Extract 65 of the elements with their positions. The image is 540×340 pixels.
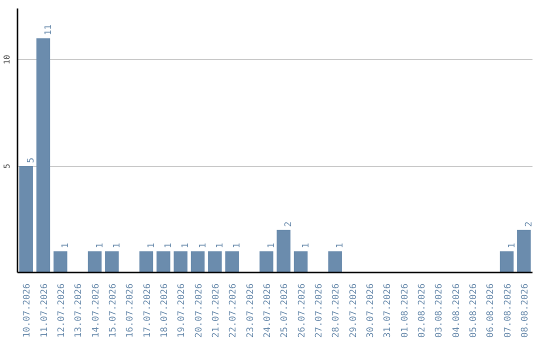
data-label: 1 xyxy=(112,242,122,248)
x-tick-label: 27.07.2026 xyxy=(314,283,324,338)
data-label: 1 xyxy=(95,242,106,248)
data-label: 1 xyxy=(215,242,226,248)
x-tick-label: 24.07.2026 xyxy=(262,283,273,338)
bar xyxy=(54,251,68,272)
data-label: 1 xyxy=(198,242,208,248)
x-tick-label: 16.07.2026 xyxy=(126,283,136,338)
y-tick-label: 10 xyxy=(2,54,12,64)
x-tick-label: 10.07.2026 xyxy=(22,283,33,338)
x-tick-label: 03.08.2026 xyxy=(434,283,445,338)
data-label: 1 xyxy=(181,242,192,248)
x-tick-label: 07.08.2026 xyxy=(503,283,514,338)
x-tick-label: 12.07.2026 xyxy=(56,283,67,338)
data-label: 5 xyxy=(26,158,37,164)
x-tick-label: 19.07.2026 xyxy=(177,283,188,338)
x-tick-label: 29.07.2026 xyxy=(348,283,359,338)
x-tick-label: 05.08.2026 xyxy=(468,283,479,338)
x-tick-label: 31.07.2026 xyxy=(383,283,394,338)
bar xyxy=(517,230,531,272)
x-tick-label: 23.07.2026 xyxy=(246,283,256,338)
x-tick-label: 13.07.2026 xyxy=(74,283,84,338)
x-tick-label: 01.08.2026 xyxy=(400,283,410,338)
x-tick-label: 06.08.2026 xyxy=(486,283,496,338)
x-tick-label: 25.07.2026 xyxy=(280,283,290,338)
bar xyxy=(225,251,239,272)
bar xyxy=(276,230,290,272)
x-tick-label: 02.08.2026 xyxy=(417,283,428,338)
data-label: 1 xyxy=(60,242,71,248)
x-tick-label: 26.07.2026 xyxy=(297,283,308,338)
x-tick-label: 04.08.2026 xyxy=(452,283,462,338)
data-label: 11 xyxy=(44,24,54,36)
data-label: 1 xyxy=(301,242,312,248)
bar xyxy=(328,251,342,272)
data-label: 1 xyxy=(336,242,346,248)
x-tick-label: 22.07.2026 xyxy=(228,283,239,338)
x-tick-label: 17.07.2026 xyxy=(142,283,153,338)
x-tick-label: 14.07.2026 xyxy=(91,283,102,338)
bar xyxy=(88,251,102,272)
bar xyxy=(19,166,33,272)
bar xyxy=(174,251,188,272)
data-label: 1 xyxy=(266,242,277,248)
x-tick-label: 15.07.2026 xyxy=(108,283,118,338)
bar xyxy=(105,251,119,272)
x-tick-label: 30.07.2026 xyxy=(366,283,376,338)
bar xyxy=(260,251,274,272)
data-label: 2 xyxy=(524,221,534,227)
x-tick-label: 08.08.2026 xyxy=(520,283,530,338)
x-tick-label: 21.07.2026 xyxy=(211,283,222,338)
bar xyxy=(208,251,222,272)
data-label: 1 xyxy=(232,242,243,248)
bar xyxy=(36,38,50,272)
bar xyxy=(156,251,170,272)
bar xyxy=(139,251,154,272)
x-tick-label: 20.07.2026 xyxy=(194,283,204,338)
data-label: 1 xyxy=(146,242,157,248)
bar xyxy=(190,251,205,272)
data-label: 1 xyxy=(164,242,174,248)
bar xyxy=(500,251,514,272)
x-tick-label: 28.07.2026 xyxy=(332,283,342,338)
x-tick-label: 11.07.2026 xyxy=(40,283,50,338)
data-label: 1 xyxy=(507,242,518,248)
bar xyxy=(294,251,308,272)
data-label: 2 xyxy=(284,221,294,227)
x-tick-label: 18.07.2026 xyxy=(160,283,170,338)
